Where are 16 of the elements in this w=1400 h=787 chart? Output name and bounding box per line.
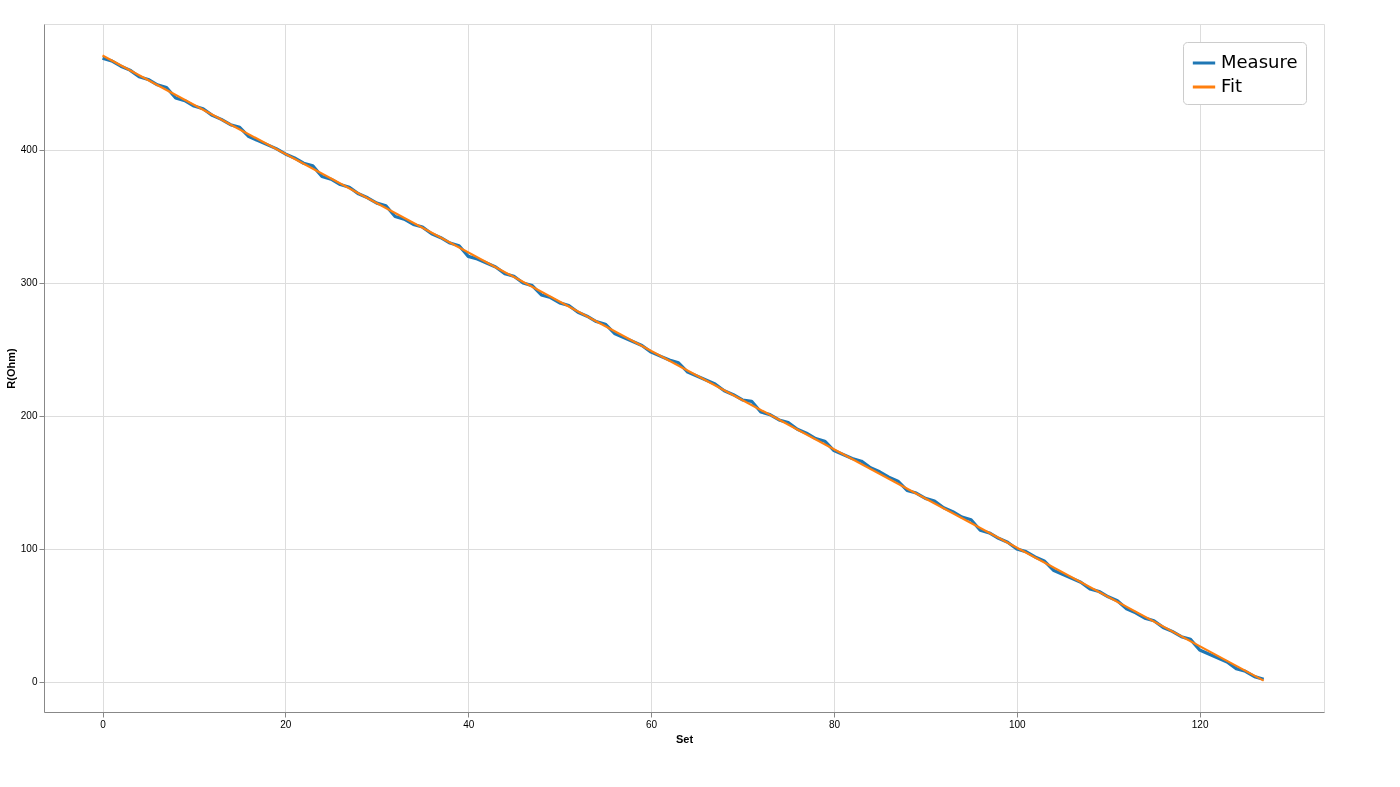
y-tick-label: 200	[20, 410, 38, 422]
y-tick-label: 100	[20, 543, 38, 555]
legend-label: Fit	[1221, 75, 1243, 96]
x-tick-label: 40	[463, 718, 475, 730]
y-tick-label: 400	[20, 144, 38, 156]
x-tick-label: 80	[828, 718, 841, 730]
x-axis-title: Set	[675, 732, 694, 745]
y-tick-label: 0	[31, 676, 38, 688]
x-tick-label: 60	[646, 718, 658, 730]
y-tick-label: 300	[20, 277, 38, 289]
y-axis-title: R(Ohm)	[4, 348, 17, 389]
x-tick-label: 100	[1008, 718, 1027, 730]
x-tick-label: 0	[100, 718, 107, 730]
legend-label: Measure	[1221, 51, 1298, 72]
x-tick-label: 120	[1191, 718, 1209, 730]
x-tick-label: 20	[280, 718, 292, 730]
